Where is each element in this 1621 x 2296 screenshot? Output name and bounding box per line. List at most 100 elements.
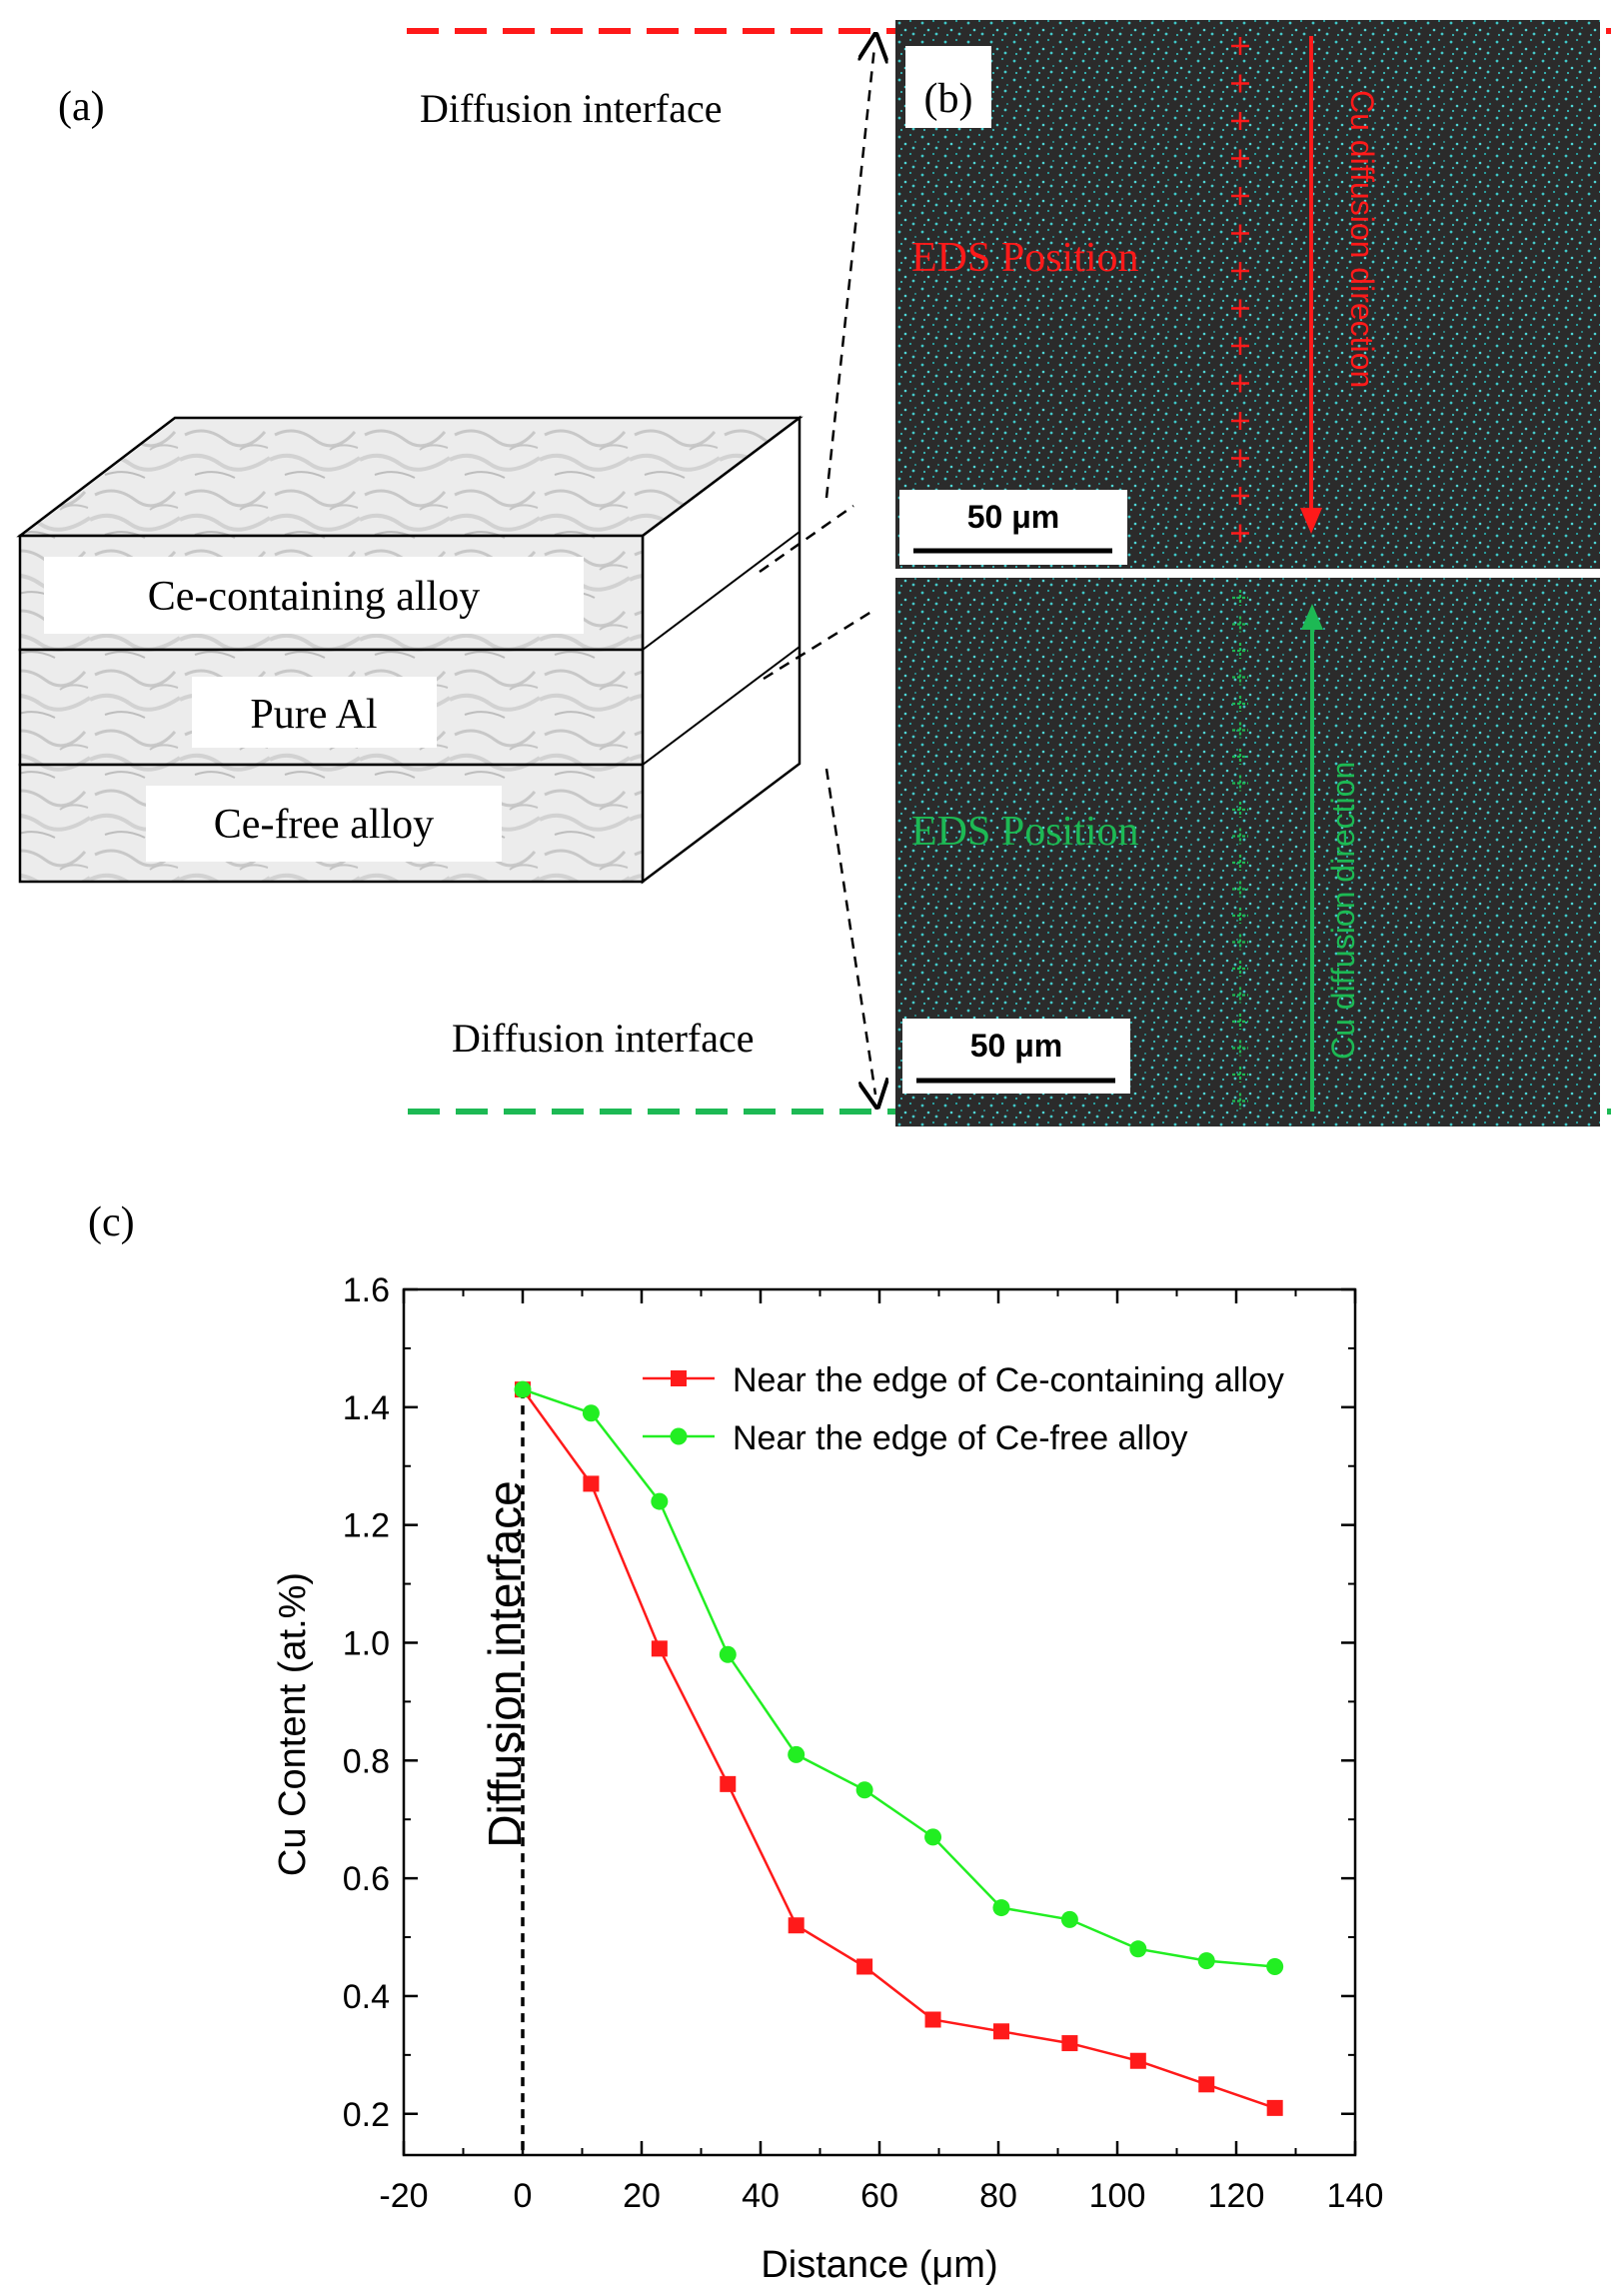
data-point-square — [1129, 2052, 1146, 2069]
diffusion-interface-annotation: Diffusion interface — [479, 1480, 531, 1847]
layer-label-pure-al: Pure Al — [250, 692, 377, 738]
data-point-circle — [1266, 1957, 1284, 1975]
data-point-circle — [924, 1828, 942, 1846]
eds-cross — [1232, 643, 1248, 659]
data-point-square — [1061, 2035, 1078, 2052]
data-point-square — [856, 1958, 873, 1975]
eds-cross — [1232, 881, 1248, 898]
direction-arrowhead-bottom — [1301, 604, 1323, 630]
layer-label-ce-free: Ce-free alloy — [214, 802, 434, 848]
eds-cross — [1232, 669, 1248, 686]
series-line-2 — [522, 1387, 1275, 1968]
eds-cross — [1231, 374, 1249, 393]
data-point-circle — [582, 1404, 600, 1422]
series-layer — [514, 1380, 1284, 2116]
eds-cross — [1232, 1067, 1248, 1083]
eds-cross — [1232, 1093, 1248, 1110]
data-point-circle — [992, 1899, 1010, 1917]
data-point-circle — [514, 1380, 532, 1398]
eds-position-label-top: EDS Position — [911, 235, 1139, 281]
legend-marker-circle — [670, 1427, 688, 1445]
data-point-circle — [788, 1745, 806, 1763]
data-point-circle — [1060, 1910, 1078, 1928]
eds-cross — [1232, 1014, 1248, 1030]
y-tick-label: 0.8 — [343, 1742, 390, 1780]
layer-label-ce-containing: Ce-containing alloy — [148, 574, 480, 620]
eds-cross — [1231, 149, 1249, 168]
eds-cross — [1232, 616, 1248, 633]
eds-cross — [1231, 262, 1249, 280]
panel-label-a: (a) — [58, 84, 105, 130]
eds-cross — [1231, 224, 1249, 243]
data-point-square — [992, 2023, 1009, 2040]
axis-ticks — [402, 1287, 1357, 2155]
direction-arrowhead-top — [1300, 508, 1322, 534]
eds-cross — [1231, 449, 1249, 468]
eds-cross — [1232, 855, 1248, 871]
data-point-square — [1198, 2076, 1215, 2093]
micrograph-top: (b) EDS Position Cu diffusion direction … — [895, 20, 1600, 569]
layer-stack-schematic: Ce-containing alloy Pure Al Ce-free allo… — [16, 415, 804, 885]
eds-cross — [1232, 1040, 1248, 1057]
data-point-square — [720, 1775, 737, 1792]
eds-cross — [1231, 37, 1249, 55]
panel-label-c: (c) — [88, 1199, 135, 1245]
data-point-square — [651, 1640, 668, 1657]
cu-content-chart: -20 0 20 40 60 80 100 120 140 0.2 0.4 0.6 0.8 1.0 1.2 1… — [272, 1271, 1383, 2286]
eds-cross — [1232, 908, 1248, 924]
layer-label-box-2 — [192, 677, 437, 748]
x-tick-label: 60 — [860, 2177, 898, 2215]
eds-cross — [1231, 187, 1249, 205]
x-tick-label: 140 — [1327, 2177, 1384, 2215]
scale-bar-label-top: 50 μm — [967, 499, 1060, 535]
zoom-connectors — [759, 47, 875, 1095]
eds-cross — [1231, 487, 1249, 505]
y-tick-label: 0.6 — [343, 1860, 390, 1898]
layer-label-box-1 — [44, 557, 584, 634]
panel-label-b: (b) — [924, 76, 973, 122]
x-tick-label: 80 — [979, 2177, 1017, 2215]
x-tick-label: -20 — [379, 2177, 428, 2215]
data-point-circle — [651, 1492, 669, 1510]
y-tick-label: 1.2 — [343, 1507, 390, 1545]
connector-top-upper — [824, 47, 874, 499]
data-point-circle — [1197, 1952, 1215, 1970]
eds-cross — [1231, 112, 1249, 130]
y-tick-label: 1.4 — [343, 1389, 390, 1427]
direction-label-top: Cu diffusion direction — [1344, 90, 1380, 388]
eds-cross — [1232, 828, 1248, 845]
x-tick-label: 40 — [742, 2177, 780, 2215]
y-tick-label: 0.4 — [343, 1978, 390, 2016]
eds-cross — [1232, 934, 1248, 951]
diffusion-interface-label-top: Diffusion interface — [420, 86, 722, 131]
data-point-square — [583, 1475, 600, 1492]
eds-cross — [1231, 74, 1249, 93]
data-point-square — [1266, 2099, 1283, 2116]
side-divider-2 — [642, 646, 801, 766]
eds-cross — [1232, 775, 1248, 792]
diffusion-interface-label-bottom: Diffusion interface — [452, 1016, 754, 1061]
series-line-1 — [521, 1388, 1276, 2110]
y-axis-label: Cu Content (at.%) — [272, 1572, 314, 1876]
eds-cross — [1232, 802, 1248, 818]
legend-label-ce-containing: Near the edge of Ce-containing alloy — [733, 1361, 1284, 1399]
legend-label-ce-free: Near the edge of Ce-free alloy — [733, 1419, 1187, 1457]
x-tick-label: 100 — [1089, 2177, 1146, 2215]
chart-legend: Near the edge of Ce-containing alloy Nea… — [643, 1361, 1284, 1457]
eds-cross — [1231, 299, 1249, 318]
eds-cross — [1232, 722, 1248, 739]
x-tick-label: 20 — [623, 2177, 661, 2215]
scale-bar-label-bottom: 50 μm — [970, 1028, 1063, 1064]
tick-labels: -20 0 20 40 60 80 100 120 140 0.2 0.4 0.6 0.8 1.0 1.2 1… — [343, 1271, 1384, 2215]
eds-cross — [1232, 987, 1248, 1004]
direction-label-bottom: Cu diffusion direction — [1325, 762, 1361, 1060]
micrograph-top-image — [895, 20, 1600, 569]
layer-label-box-3 — [146, 786, 502, 862]
panel-label-b-box — [905, 46, 991, 128]
micrograph-bottom: EDS Position Cu diffusion direction 50 μ… — [895, 578, 1600, 1127]
y-tick-label: 1.6 — [343, 1271, 390, 1309]
data-point-circle — [1129, 1940, 1147, 1958]
eds-crosses-top — [1231, 37, 1249, 543]
x-tick-label: 120 — [1208, 2177, 1265, 2215]
